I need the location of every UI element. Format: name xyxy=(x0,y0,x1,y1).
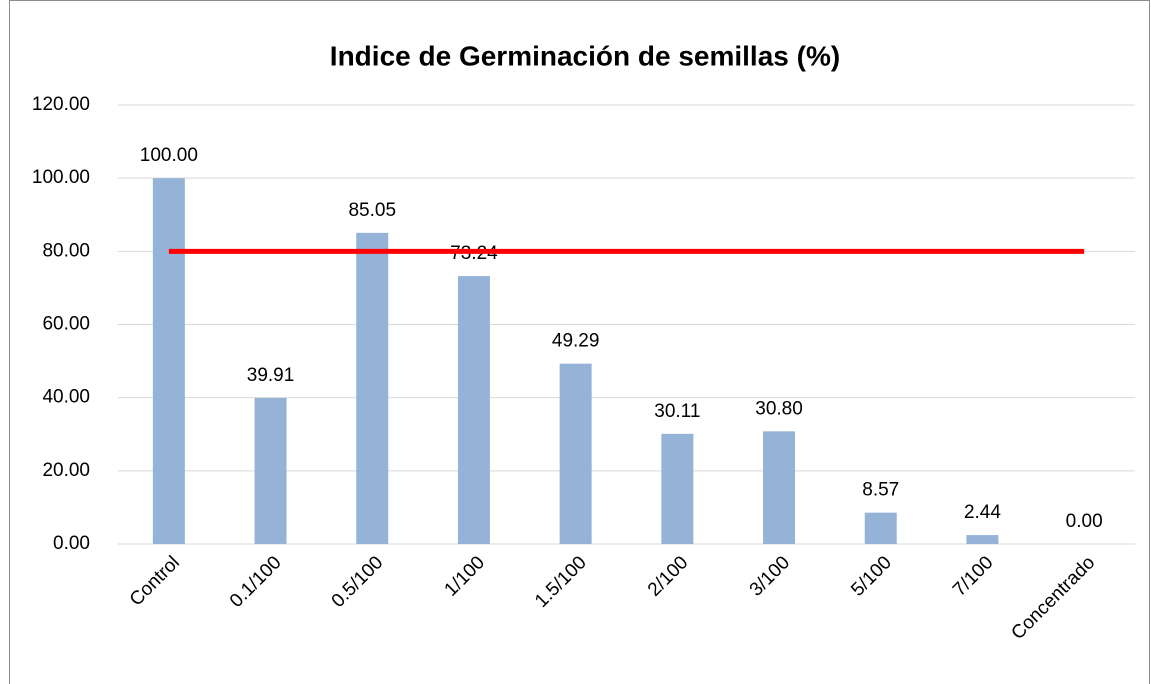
data-label: 49.29 xyxy=(552,331,600,352)
data-label: 0.00 xyxy=(1066,511,1103,532)
chart-border xyxy=(9,0,1150,684)
bar xyxy=(356,232,389,544)
bar xyxy=(254,397,287,544)
y-tick-label: 40.00 xyxy=(42,387,90,408)
y-tick-label: 20.00 xyxy=(42,460,90,481)
data-label: 39.91 xyxy=(247,365,295,386)
bar xyxy=(457,276,490,544)
y-tick-label: 80.00 xyxy=(42,240,90,261)
y-tick-label: 100.00 xyxy=(32,167,90,188)
data-label: 100.00 xyxy=(140,145,198,166)
bar xyxy=(864,512,897,544)
y-tick-label: 60.00 xyxy=(42,314,90,335)
chart-title: Indice de Germinación de semillas (%) xyxy=(330,40,840,71)
data-label: 8.57 xyxy=(862,480,899,501)
data-label: 30.11 xyxy=(654,401,700,422)
y-tick-label: 0.00 xyxy=(53,533,90,554)
bar xyxy=(966,535,999,544)
data-label: 30.80 xyxy=(755,398,803,419)
bar xyxy=(152,178,185,544)
bar xyxy=(661,433,694,544)
bar xyxy=(559,363,592,544)
y-tick-label: 120.00 xyxy=(32,94,90,115)
data-label: 2.44 xyxy=(964,502,1001,523)
bar xyxy=(763,431,796,544)
data-label: 85.05 xyxy=(348,200,396,221)
